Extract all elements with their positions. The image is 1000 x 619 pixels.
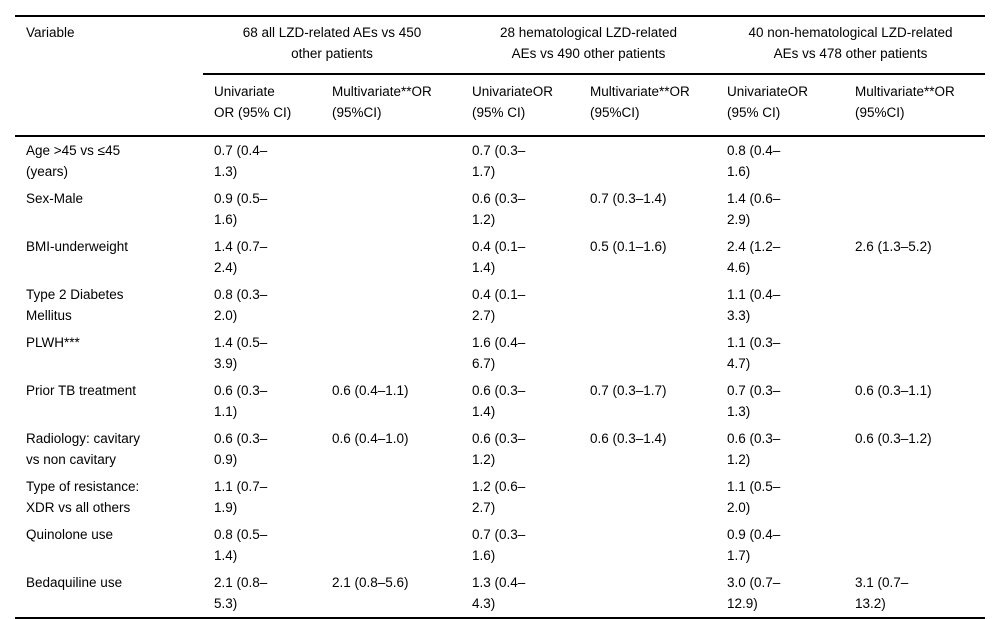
or-value-cell: 1.4 (0.6– 2.9) <box>727 191 781 227</box>
or-value-cell <box>844 185 985 233</box>
or-value-cell: 0.6 (0.3–1.1) <box>855 383 932 398</box>
or-value-cell: 1.1 (0.4– 3.3) <box>727 287 781 323</box>
table-row-quinolone: Quinolone use 0.8 (0.5– 1.4) 0.7 (0.3– 1… <box>15 521 985 569</box>
or-value-cell: 0.6 (0.3–1.4) <box>590 431 667 446</box>
group-header-hematological-aes: 28 hematological LZD-related AEs vs 490 … <box>461 16 717 75</box>
or-value-cell: 2.4 (1.2– 4.6) <box>727 239 781 275</box>
or-value-cell <box>321 233 461 281</box>
table-row-prior-tb: Prior TB treatment 0.6 (0.3– 1.1) 0.6 (0… <box>15 377 985 425</box>
or-value-cell <box>321 281 461 329</box>
table-body: Age >45 vs ≤45 (years) 0.7 (0.4– 1.3) 0.… <box>15 136 985 618</box>
or-value-cell: 0.6 (0.3– 0.9) <box>214 431 268 467</box>
table-row-bedaquiline: Bedaquiline use 2.1 (0.8– 5.3) 2.1 (0.8–… <box>15 569 985 618</box>
or-value-cell <box>579 569 716 618</box>
or-value-cell <box>844 136 985 185</box>
or-value-cell: 0.8 (0.4– 1.6) <box>727 143 781 179</box>
or-value-cell: 0.4 (0.1– 1.4) <box>472 239 526 275</box>
or-value-cell <box>844 473 985 521</box>
or-value-cell <box>321 329 461 377</box>
or-value-cell: 3.0 (0.7– 12.9) <box>727 575 781 611</box>
subheader-univariate-hema: UnivariateOR (95% CI) <box>461 74 579 137</box>
table-header: Variable 68 all LZD-related AEs vs 450 o… <box>15 16 986 137</box>
sub-header-row: Univariate OR (95% CI) Multivariate**OR … <box>15 74 986 137</box>
or-value-cell: 0.7 (0.3– 1.6) <box>472 527 526 563</box>
or-value-cell <box>844 329 985 377</box>
or-value-cell: 1.3 (0.4– 4.3) <box>472 575 526 611</box>
or-value-cell: 0.8 (0.5– 1.4) <box>214 527 268 563</box>
or-value-cell: 2.1 (0.8–5.6) <box>332 575 409 590</box>
or-value-cell <box>579 329 716 377</box>
or-value-cell: 0.6 (0.3–1.2) <box>855 431 932 446</box>
or-value-cell <box>321 521 461 569</box>
or-value-cell: 0.6 (0.3– 1.4) <box>472 383 526 419</box>
table-row-plwh: PLWH*** 1.4 (0.5– 3.9) 1.6 (0.4– 6.7) 1.… <box>15 329 985 377</box>
or-value-cell <box>321 473 461 521</box>
or-value-cell: 1.1 (0.3– 4.7) <box>727 335 781 371</box>
or-value-cell: 1.2 (0.6– 2.7) <box>472 479 526 515</box>
or-value-cell: 3.1 (0.7– 13.2) <box>855 575 909 611</box>
or-value-cell <box>844 521 985 569</box>
or-value-cell: 0.7 (0.3–1.7) <box>590 383 667 398</box>
or-value-cell: 0.6 (0.3– 1.2) <box>472 191 526 227</box>
group-header-non-hematological-aes: 40 non-hematological LZD-related AEs vs … <box>716 16 986 75</box>
or-value-cell <box>579 473 716 521</box>
or-value-cell: 2.6 (1.3–5.2) <box>855 239 932 254</box>
or-value-cell: 0.9 (0.4– 1.7) <box>727 527 781 563</box>
table-row-radiology: Radiology: cavitary vs non cavitary 0.6 … <box>15 425 985 473</box>
or-value-cell: 1.4 (0.7– 2.4) <box>214 239 268 275</box>
or-value-cell: 0.6 (0.3– 1.1) <box>214 383 268 419</box>
variable-cell: Radiology: cavitary vs non cavitary <box>26 431 141 467</box>
subheader-univariate-nonhema: UnivariateOR (95% CI) <box>716 74 845 137</box>
variable-cell: PLWH*** <box>26 335 80 350</box>
or-value-cell: 2.1 (0.8– 5.3) <box>214 575 268 611</box>
or-value-cell: 0.6 (0.3– 1.2) <box>727 431 781 467</box>
variable-cell: Quinolone use <box>26 527 114 542</box>
variable-cell: Bedaquiline use <box>26 575 123 590</box>
or-value-cell: 0.5 (0.1–1.6) <box>590 239 667 254</box>
group-header-row: Variable 68 all LZD-related AEs vs 450 o… <box>15 16 986 137</box>
subheader-multivariate-nonhema: Multivariate**OR (95%CI) <box>844 74 986 137</box>
or-value-cell: 0.6 (0.4–1.1) <box>332 383 409 398</box>
variable-cell: Prior TB treatment <box>26 383 137 398</box>
or-value-cell: 0.4 (0.1– 2.7) <box>472 287 526 323</box>
table-row-resistance-type: Type of resistance: XDR vs all others 1.… <box>15 473 985 521</box>
or-value-cell <box>579 281 716 329</box>
subheader-univariate-all: Univariate OR (95% CI) <box>203 74 321 137</box>
or-value-cell <box>579 521 716 569</box>
odds-ratio-table: Variable 68 all LZD-related AEs vs 450 o… <box>15 15 986 619</box>
or-value-cell: 0.7 (0.4– 1.3) <box>214 143 268 179</box>
or-value-cell: 0.7 (0.3– 1.7) <box>472 143 526 179</box>
variable-cell: Type of resistance: XDR vs all others <box>26 479 140 515</box>
variable-cell: Sex-Male <box>26 191 84 206</box>
table-row-bmi: BMI-underweight 1.4 (0.7– 2.4) 0.4 (0.1–… <box>15 233 985 281</box>
or-value-cell: 1.6 (0.4– 6.7) <box>472 335 526 371</box>
or-value-cell <box>321 136 461 185</box>
table-row-diabetes: Type 2 Diabetes Mellitus 0.8 (0.3– 2.0) … <box>15 281 985 329</box>
subheader-multivariate-hema: Multivariate**OR (95%CI) <box>579 74 717 137</box>
or-value-cell <box>579 136 716 185</box>
or-value-cell <box>321 185 461 233</box>
group-header-all-lzd-aes: 68 all LZD-related AEs vs 450 other pati… <box>203 16 461 75</box>
table-row-sex: Sex-Male 0.9 (0.5– 1.6) 0.6 (0.3– 1.2) 0… <box>15 185 985 233</box>
or-value-cell <box>844 281 985 329</box>
or-value-cell: 1.1 (0.7– 1.9) <box>214 479 268 515</box>
variable-column-header: Variable <box>15 16 203 137</box>
or-value-cell: 1.1 (0.5– 2.0) <box>727 479 781 515</box>
or-value-cell: 0.7 (0.3–1.4) <box>590 191 667 206</box>
table-row-age: Age >45 vs ≤45 (years) 0.7 (0.4– 1.3) 0.… <box>15 136 985 185</box>
or-value-cell: 0.8 (0.3– 2.0) <box>214 287 268 323</box>
or-value-cell: 0.6 (0.3– 1.2) <box>472 431 526 467</box>
subheader-multivariate-all: Multivariate**OR (95%CI) <box>321 74 461 137</box>
or-value-cell: 0.7 (0.3– 1.3) <box>727 383 781 419</box>
variable-cell: Type 2 Diabetes Mellitus <box>26 287 124 323</box>
or-value-cell: 0.9 (0.5– 1.6) <box>214 191 268 227</box>
variable-cell: Age >45 vs ≤45 (years) <box>26 143 121 179</box>
or-value-cell: 0.6 (0.4–1.0) <box>332 431 409 446</box>
or-value-cell: 1.4 (0.5– 3.9) <box>214 335 268 371</box>
variable-cell: BMI-underweight <box>26 239 129 254</box>
